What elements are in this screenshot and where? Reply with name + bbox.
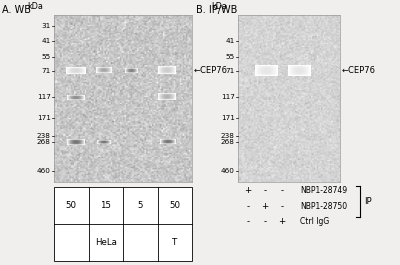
Text: kDa: kDa <box>211 2 227 11</box>
Text: Ctrl IgG: Ctrl IgG <box>300 217 329 226</box>
Text: +: + <box>244 186 252 195</box>
Text: 171: 171 <box>221 115 235 121</box>
Text: A. WB: A. WB <box>2 5 31 15</box>
Text: HeLa: HeLa <box>95 238 117 247</box>
Text: 71: 71 <box>42 68 51 74</box>
Text: -: - <box>246 202 250 211</box>
Text: 15: 15 <box>100 201 111 210</box>
Text: 171: 171 <box>37 115 51 121</box>
Text: NBP1-28749: NBP1-28749 <box>300 186 347 195</box>
Text: 41: 41 <box>42 38 51 44</box>
Text: 117: 117 <box>37 94 51 100</box>
Text: 268: 268 <box>37 139 51 145</box>
Text: IP: IP <box>364 197 372 206</box>
Text: -: - <box>264 186 267 195</box>
Text: 238: 238 <box>221 132 235 139</box>
Text: +: + <box>262 202 269 211</box>
Text: 268: 268 <box>221 139 235 145</box>
Text: 55: 55 <box>42 54 51 60</box>
Text: 460: 460 <box>37 168 51 174</box>
Text: B. IP/WB: B. IP/WB <box>196 5 237 15</box>
Text: kDa: kDa <box>27 2 43 11</box>
Text: 55: 55 <box>226 54 235 60</box>
Text: ←CEP76: ←CEP76 <box>342 66 376 75</box>
Text: ←CEP76: ←CEP76 <box>194 66 228 75</box>
Text: 238: 238 <box>37 132 51 139</box>
Text: -: - <box>280 186 284 195</box>
Text: 41: 41 <box>226 38 235 44</box>
Text: 117: 117 <box>221 94 235 100</box>
Text: 71: 71 <box>226 68 235 74</box>
Text: +: + <box>278 217 286 226</box>
Text: -: - <box>264 217 267 226</box>
Text: -: - <box>246 217 250 226</box>
Text: 50: 50 <box>169 201 180 210</box>
Text: T: T <box>172 238 177 247</box>
Text: 50: 50 <box>66 201 77 210</box>
Text: 460: 460 <box>221 168 235 174</box>
Text: 5: 5 <box>138 201 143 210</box>
Text: NBP1-28750: NBP1-28750 <box>300 202 347 211</box>
Text: 31: 31 <box>42 23 51 29</box>
Text: -: - <box>280 202 284 211</box>
